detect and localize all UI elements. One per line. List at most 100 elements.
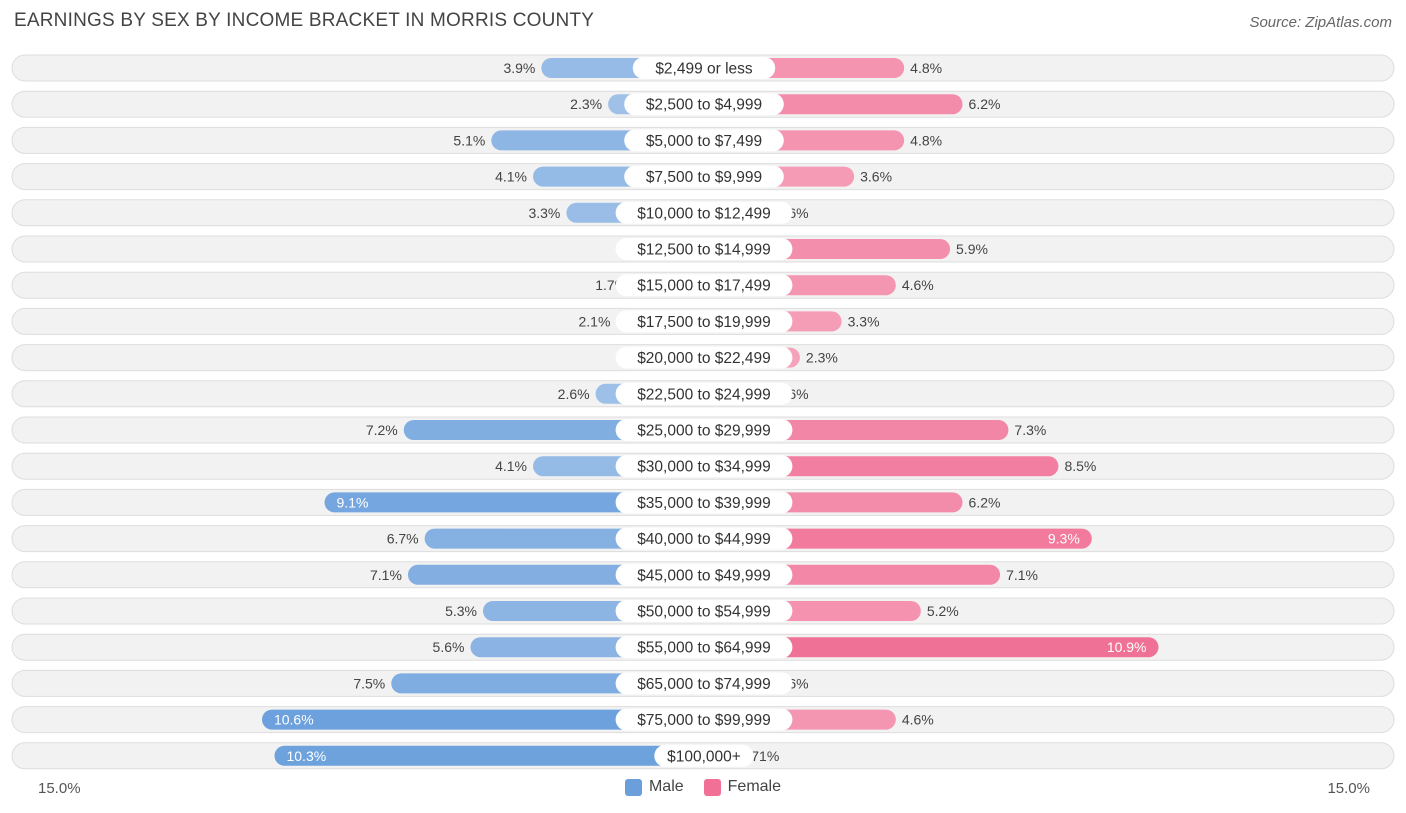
bar-row: 7.2% 7.3% $25,000 to $29,999	[11, 416, 1395, 444]
female-value-label: 2.3%	[806, 350, 838, 366]
category-label-pill	[615, 274, 793, 297]
bar-row: 6.7% 9.3% $40,000 to $44,999	[11, 525, 1395, 553]
axis-right-label: 15.0%	[1327, 780, 1370, 797]
category-label: $55,000 to $64,999	[637, 640, 771, 657]
bar-row: 4.1% 3.6% $7,500 to $9,999	[11, 163, 1395, 191]
female-value-label: 4.8%	[910, 132, 942, 148]
bar-row: 4.1% 8.5% $30,000 to $34,999	[11, 452, 1395, 480]
male-value-label: 5.3%	[445, 603, 477, 619]
category-label-pill	[615, 672, 793, 695]
category-label: $15,000 to $17,499	[637, 278, 771, 295]
category-label: $45,000 to $49,999	[637, 567, 771, 584]
category-label-pill	[615, 419, 793, 441]
male-bar	[261, 709, 704, 730]
category-label: $75,000 to $99,999	[637, 712, 771, 729]
female-value-label: 7.1%	[1006, 567, 1038, 583]
category-label: $12,500 to $14,999	[637, 242, 771, 259]
female-bar	[704, 528, 1092, 549]
category-label-pill	[654, 744, 754, 767]
bar-row: 2.1% 3.3% $17,500 to $19,999	[11, 307, 1395, 335]
female-value-label: 6.2%	[969, 96, 1001, 112]
female-value-label: 4.6%	[902, 277, 934, 293]
male-value-label: 7.1%	[370, 567, 402, 583]
category-label: $35,000 to $39,999	[637, 495, 771, 512]
source-attribution: Source: ZipAtlas.com	[1249, 14, 1392, 31]
bar-row: 5.1% 4.8% $5,000 to $7,499	[11, 126, 1395, 154]
female-value-label: 6.2%	[969, 494, 1001, 510]
bar-row: 10.3% 0.71%$100,000+	[11, 742, 1395, 770]
bar-row: 2.3% 6.2% $2,500 to $4,999	[11, 90, 1395, 118]
legend-item-female[interactable]: Female	[703, 778, 782, 796]
bar-row: 5.3% 5.2% $50,000 to $54,999	[11, 597, 1395, 625]
axis-left-label: 15.0%	[38, 780, 81, 797]
chart-area: 3.9% 4.8% $2,499 or less 2.3% 6.2% $2,500 to …	[11, 54, 1395, 770]
bar-row: 7.5% 1.6%$65,000 to $74,999	[11, 669, 1395, 697]
category-label-pill	[615, 310, 793, 333]
category-label-pill	[615, 346, 793, 369]
female-value-label: 4.8%	[910, 60, 942, 76]
female-value-label: 5.9%	[956, 241, 988, 257]
male-value-label: 2.6%	[558, 386, 590, 402]
bar-row: 2.6% 1.6%$22,500 to $24,999	[11, 380, 1395, 408]
male-value-label: 10.3%	[286, 748, 326, 764]
bar-row: 10.6% 4.6% $75,000 to $99,999	[11, 706, 1395, 734]
category-label: $20,000 to $22,499	[637, 350, 771, 367]
legend-swatch-male	[624, 778, 642, 796]
category-label-pill	[615, 527, 793, 550]
chart-title: EARNINGS BY SEX BY INCOME BRACKET IN MOR…	[14, 10, 595, 31]
male-value-label: 5.6%	[433, 639, 465, 655]
category-label-pill	[632, 57, 776, 79]
male-value-label: 5.1%	[453, 132, 485, 148]
category-label: $5,000 to $7,499	[646, 133, 762, 150]
female-bar	[704, 456, 1059, 477]
category-label-pill	[615, 563, 793, 586]
female-value-label: 5.2%	[927, 603, 959, 619]
male-value-label: 7.5%	[353, 675, 385, 691]
category-label-pill	[615, 238, 793, 260]
category-label: $2,499 or less	[655, 61, 753, 78]
female-value-label: 4.6%	[902, 712, 934, 728]
male-value-label: 3.9%	[503, 60, 535, 76]
category-label-pill	[615, 600, 793, 622]
bar-row: 1.1%5.9%$12,500 to $14,999	[11, 235, 1395, 263]
female-value-label: 7.3%	[1014, 422, 1046, 438]
category-label-pill	[615, 491, 793, 514]
legend-label-female: Female	[727, 778, 782, 795]
category-label-pill	[615, 455, 793, 478]
male-value-label: 4.1%	[495, 169, 527, 185]
male-value-label: 2.1%	[579, 313, 611, 329]
category-label-pill	[615, 382, 793, 405]
category-label-pill	[615, 201, 793, 224]
category-label: $50,000 to $54,999	[637, 604, 771, 621]
category-label-pill	[624, 93, 784, 116]
category-label: $7,500 to $9,999	[646, 169, 762, 186]
bar-row: 3.9% 4.8% $2,499 or less	[11, 54, 1395, 82]
male-value-label: 7.2%	[366, 422, 398, 438]
male-value-label: 3.3%	[528, 205, 560, 221]
male-bar	[324, 492, 704, 513]
legend-label-male: Male	[648, 778, 684, 795]
male-value-label: 6.7%	[387, 531, 419, 547]
category-label: $2,500 to $4,999	[646, 97, 762, 114]
bar-row: 5.6% 10.9% $55,000 to $64,999	[11, 633, 1395, 661]
category-label: $25,000 to $29,999	[637, 423, 771, 440]
category-label: $40,000 to $44,999	[637, 531, 771, 548]
bar-row: 9.1% 6.2% $35,000 to $39,999	[11, 488, 1395, 516]
category-label-pill	[624, 129, 784, 152]
category-label: $10,000 to $12,499	[637, 205, 771, 222]
male-value-label: 4.1%	[495, 458, 527, 474]
bar-row: 0.6%2.3%$20,000 to $22,499	[11, 344, 1395, 372]
female-value-label: 3.6%	[860, 169, 892, 185]
category-label: $30,000 to $34,999	[637, 459, 771, 476]
female-value-label: 10.9%	[1107, 639, 1147, 655]
female-value-label: 3.3%	[848, 313, 880, 329]
category-label-pill	[615, 708, 793, 731]
bar-row: 1.7% 4.6%$15,000 to $17,499	[11, 271, 1395, 299]
category-label-pill	[615, 636, 793, 659]
category-label: $17,500 to $19,999	[637, 314, 771, 331]
male-value-label: 10.6%	[274, 712, 314, 728]
category-label: $100,000+	[667, 748, 741, 765]
legend-swatch-female	[703, 778, 721, 796]
legend: Male Female	[0, 778, 1406, 796]
legend-item-male[interactable]: Male	[624, 778, 684, 796]
